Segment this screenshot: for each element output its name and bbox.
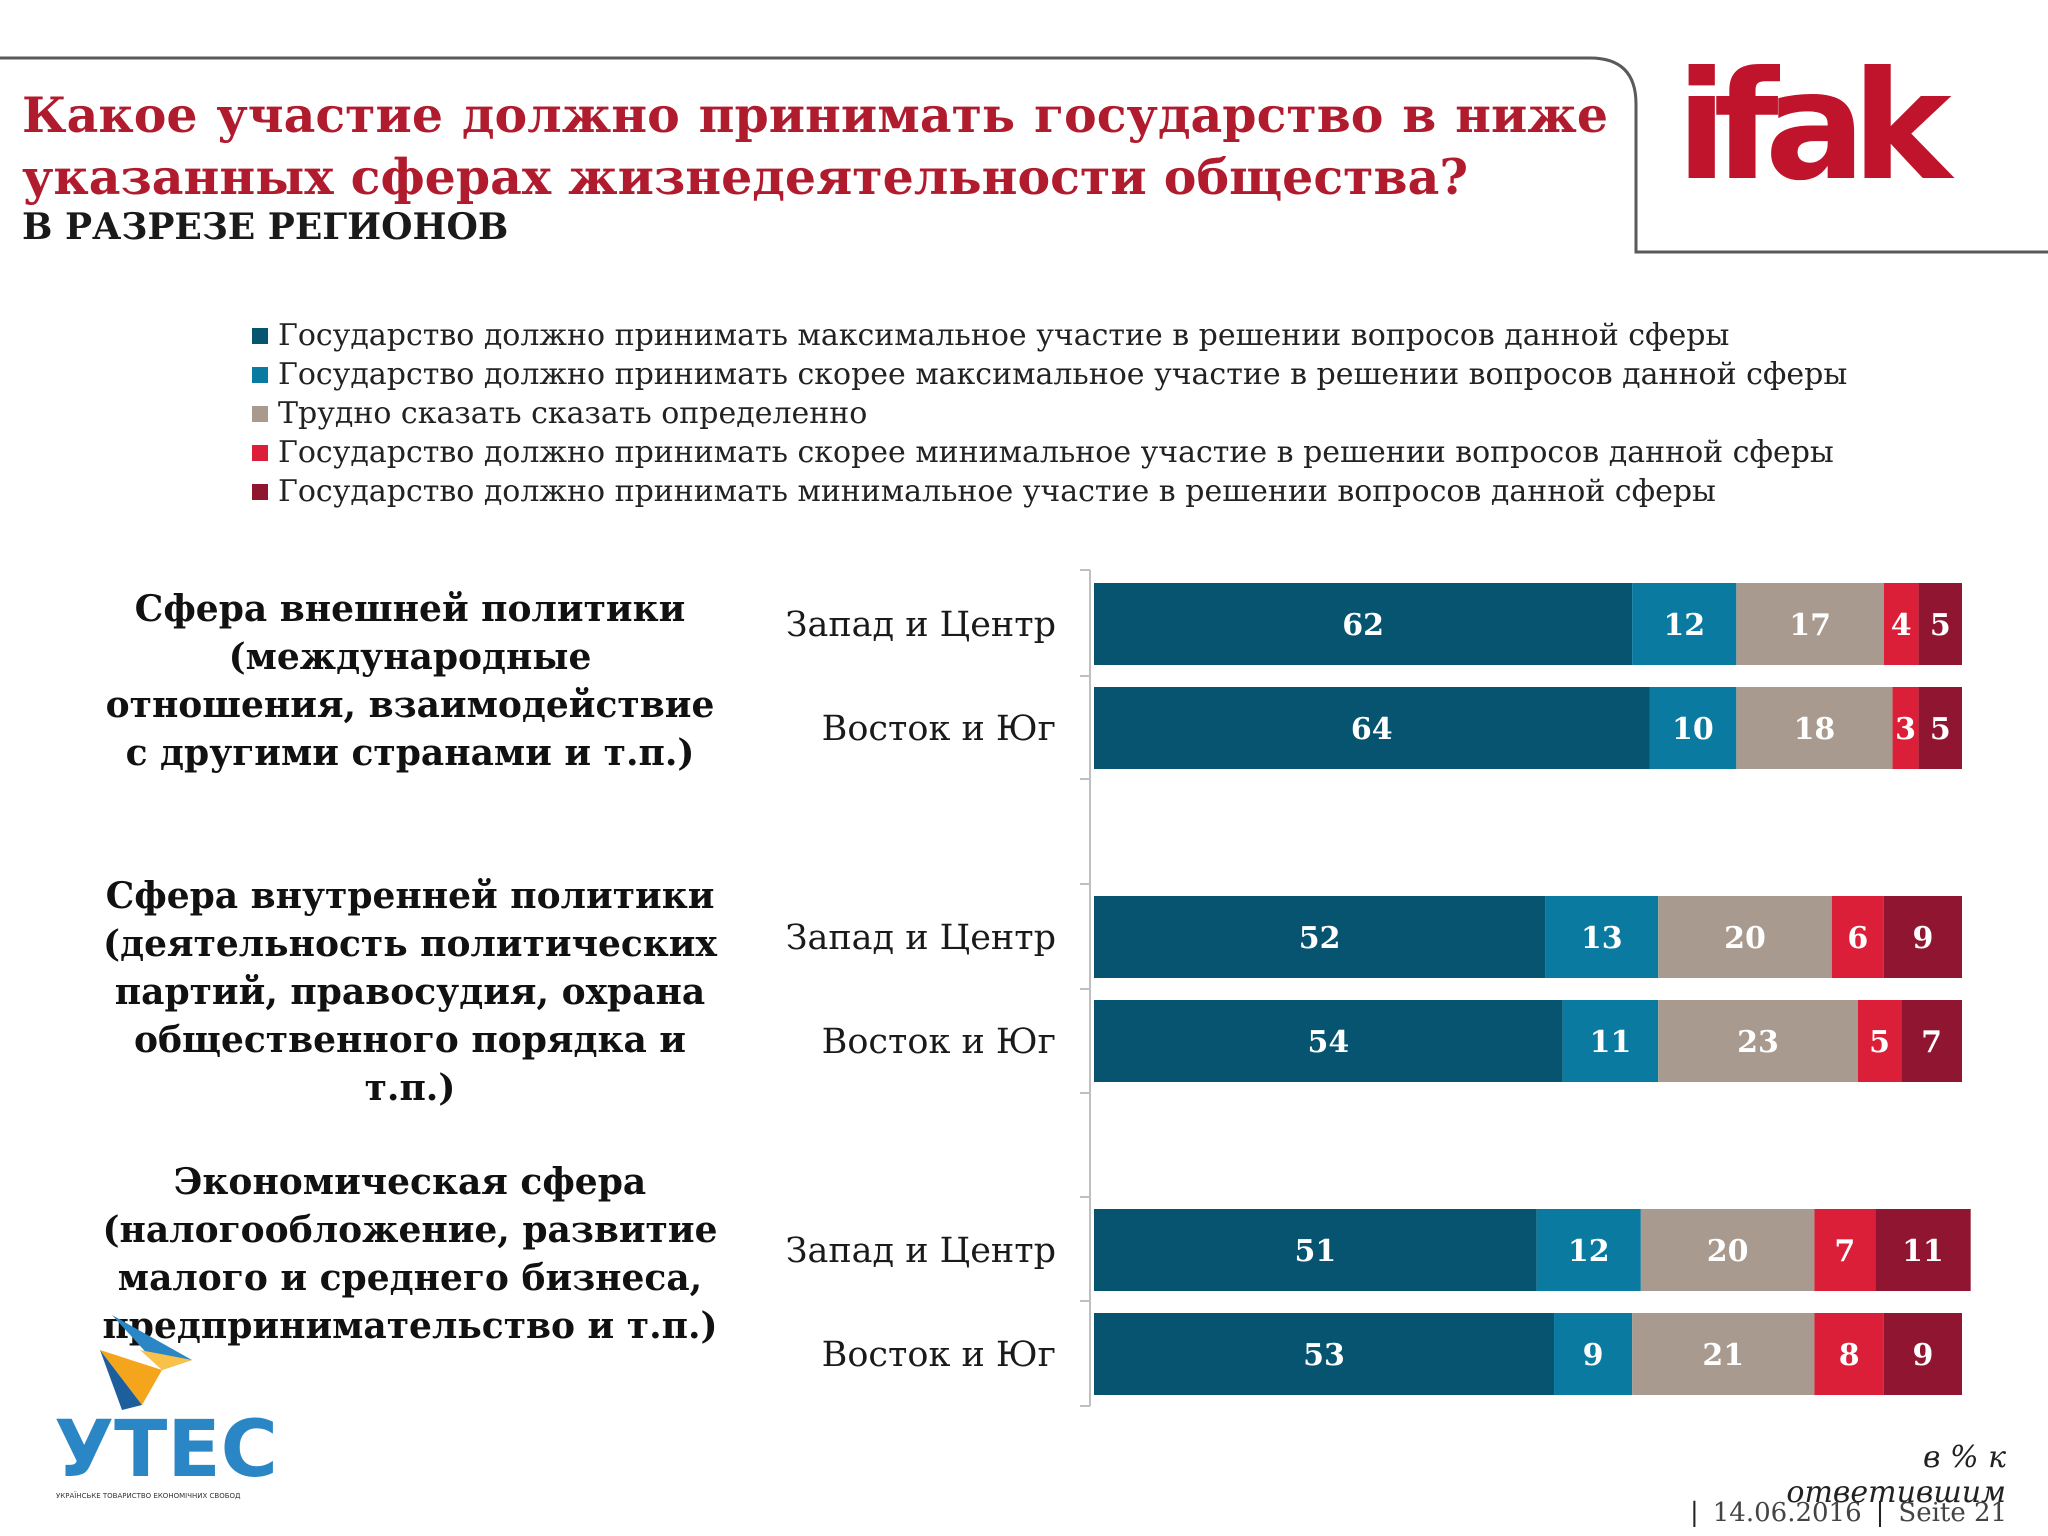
legend-swatch-max <box>252 327 268 344</box>
bar-segment-max <box>1094 687 1650 769</box>
unit-note: в % к ответившим <box>1786 1440 2006 1510</box>
bar-segment-rather_min <box>1857 1000 1902 1082</box>
category-label: Запад и Центр <box>786 605 1056 645</box>
utec-logo-subtitle: УКРАЇНСЬКЕ ТОВАРИСТВО ЕКОНОМІЧНИХ СВОБОД <box>56 1492 241 1500</box>
footer-date: 14.06.2016 <box>1712 1498 1862 1528</box>
bar-segment-max <box>1094 1313 1555 1395</box>
data-label: 12 <box>1568 1234 1610 1269</box>
utec-logo-mark <box>100 1315 192 1410</box>
bar-segment-min <box>1918 583 1962 665</box>
bar-segment-hard_to_say <box>1736 583 1884 665</box>
legend-label-max: Государство должно принимать максимально… <box>278 318 1730 353</box>
data-label: 23 <box>1737 1025 1779 1060</box>
bar-segment-rather_min <box>1831 896 1884 978</box>
legend-label-rather-min: Государство должно принимать скорее мини… <box>278 435 1834 470</box>
bar-segment-hard_to_say <box>1736 687 1893 769</box>
bar-segment-rather_max <box>1649 687 1737 769</box>
data-label: 53 <box>1303 1338 1345 1373</box>
utec-logo-text: УТЕС <box>54 1405 278 1495</box>
category-label: Запад и Центр <box>786 1231 1056 1271</box>
bar-segment-rather_max <box>1632 583 1737 665</box>
data-label: 17 <box>1789 608 1831 643</box>
bar-segment-max <box>1094 896 1546 978</box>
data-label: 7 <box>1921 1025 1942 1060</box>
data-label: 6 <box>1847 921 1868 956</box>
bar-segment-min <box>1875 1209 1971 1291</box>
data-label: 11 <box>1590 1025 1632 1060</box>
page-footer: | 14.06.2016 | Seite 21 <box>1676 1498 2007 1528</box>
data-label: 64 <box>1351 712 1393 747</box>
data-label: 9 <box>1913 921 1934 956</box>
legend-label-min: Государство должно принимать минимальное… <box>278 474 1716 509</box>
data-label: 10 <box>1672 712 1714 747</box>
legend-item-min: Государство должно принимать минимальное… <box>252 472 1847 511</box>
bar-segment-hard_to_say <box>1658 896 1832 978</box>
page-title: Какое участие должно принимать государст… <box>22 86 1608 206</box>
category-label: Восток и Юг <box>822 1335 1056 1375</box>
bar-segment-rather_min <box>1814 1209 1876 1291</box>
bar-segment-rather_max <box>1562 1000 1659 1082</box>
bar-segment-max <box>1094 1000 1563 1082</box>
bar-segment-rather_min <box>1883 583 1919 665</box>
data-label: 9 <box>1913 1338 1934 1373</box>
data-label: 51 <box>1294 1234 1336 1269</box>
data-label: 18 <box>1794 712 1836 747</box>
data-label: 21 <box>1702 1338 1744 1373</box>
bar-segment-min <box>1918 687 1962 769</box>
footer-page: Seite 21 <box>1898 1498 2008 1528</box>
category-label: Восток и Юг <box>822 1022 1056 1062</box>
legend-swatch-min <box>252 483 268 500</box>
bar-segment-min <box>1901 1000 1962 1082</box>
data-label: 5 <box>1930 608 1951 643</box>
data-label: 62 <box>1342 608 1384 643</box>
data-label: 7 <box>1834 1234 1855 1269</box>
bar-segment-max <box>1094 583 1633 665</box>
data-label: 5 <box>1869 1025 1890 1060</box>
bar-segment-rather_max <box>1545 896 1659 978</box>
data-label: 4 <box>1891 608 1912 643</box>
bar-segment-hard_to_say <box>1658 1000 1858 1082</box>
data-label: 52 <box>1299 921 1341 956</box>
ifak-logo: ifak <box>1676 40 1952 214</box>
legend-item-rather-max: Государство должно принимать скорее макс… <box>252 355 1847 394</box>
footer-separator: | <box>1875 1498 1885 1528</box>
bar-segment-hard_to_say <box>1632 1313 1815 1395</box>
bar-segment-min <box>1883 1313 1962 1395</box>
bar-segment-rather_max <box>1554 1313 1633 1395</box>
legend-swatch-rather-min <box>252 444 268 461</box>
bar-segment-rather_min <box>1892 687 1919 769</box>
legend-label-hard-to-say: Трудно сказать сказать определенно <box>278 396 868 431</box>
legend-label-rather-max: Государство должно принимать скорее макс… <box>278 357 1848 392</box>
page-subtitle: В РАЗРЕЗЕ РЕГИОНОВ <box>22 206 509 248</box>
bar-segment-rather_max <box>1536 1209 1641 1291</box>
footer-separator: | <box>1690 1498 1699 1528</box>
category-label: Восток и Юг <box>822 709 1056 749</box>
bar-segment-max <box>1094 1209 1537 1291</box>
data-label: 5 <box>1930 712 1951 747</box>
legend-item-rather-min: Государство должно принимать скорее мини… <box>252 433 1847 472</box>
section-label-economic: Экономическая сфера (налогообложение, ра… <box>102 1161 718 1347</box>
legend-swatch-rather-max <box>252 366 268 383</box>
data-label: 54 <box>1307 1025 1349 1060</box>
data-label: 20 <box>1707 1234 1749 1269</box>
legend-item-hard-to-say: Трудно сказать сказать определенно <box>252 394 1847 433</box>
data-label: 3 <box>1895 712 1916 747</box>
data-label: 13 <box>1581 921 1623 956</box>
legend-item-max: Государство должно принимать максимально… <box>252 316 1847 355</box>
data-label: 20 <box>1724 921 1766 956</box>
chart-legend: Государство должно принимать максимально… <box>252 316 1847 511</box>
bar-segment-hard_to_say <box>1640 1209 1815 1291</box>
data-label: 8 <box>1839 1338 1860 1373</box>
data-label: 12 <box>1663 608 1705 643</box>
section-label-domestic-policy: Сфера внутренней политики (деятельность … <box>103 875 717 1109</box>
category-label: Запад и Центр <box>786 918 1056 958</box>
bar-segment-rather_min <box>1814 1313 1884 1395</box>
bar-segment-min <box>1883 896 1962 978</box>
data-label: 9 <box>1583 1338 1604 1373</box>
data-label: 11 <box>1902 1234 1944 1269</box>
section-label-foreign-policy: Сфера внешней политики (международные от… <box>105 588 715 774</box>
legend-swatch-hard-to-say <box>252 405 268 422</box>
header-frame <box>0 56 2048 254</box>
